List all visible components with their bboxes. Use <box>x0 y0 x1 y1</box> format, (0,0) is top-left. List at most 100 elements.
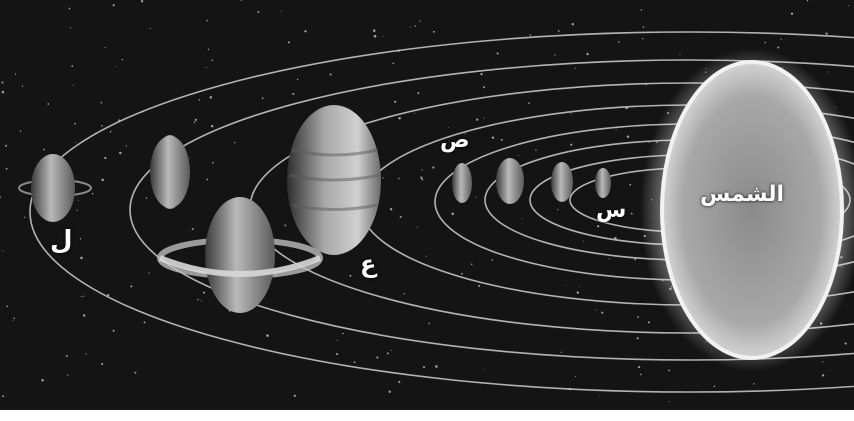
star <box>417 92 420 95</box>
star <box>608 258 611 260</box>
star <box>115 66 117 68</box>
planet-ain-bands <box>288 148 381 211</box>
planet-saturn-ring-front <box>158 255 322 277</box>
bottom-border <box>0 410 854 421</box>
star <box>634 258 637 261</box>
star <box>491 136 495 139</box>
star <box>6 305 9 308</box>
star <box>825 32 828 35</box>
star <box>79 238 82 240</box>
star <box>12 320 14 322</box>
star <box>240 0 243 1</box>
star <box>642 26 645 28</box>
star <box>41 379 44 382</box>
star <box>296 78 299 81</box>
star <box>266 334 269 337</box>
star <box>206 19 208 22</box>
star <box>287 41 291 44</box>
star <box>432 30 435 33</box>
star <box>599 396 601 397</box>
star <box>47 103 50 105</box>
star <box>284 224 287 227</box>
star <box>80 256 83 260</box>
star <box>212 161 214 164</box>
star <box>14 73 17 75</box>
star <box>435 365 438 368</box>
star <box>101 363 104 366</box>
star <box>329 73 332 76</box>
star <box>806 0 809 2</box>
star <box>432 166 435 169</box>
star <box>640 9 643 11</box>
star <box>586 52 589 56</box>
star <box>67 374 69 376</box>
star <box>21 85 24 87</box>
star <box>827 71 829 73</box>
star <box>23 216 26 219</box>
star <box>448 127 449 128</box>
star <box>420 176 423 179</box>
star <box>491 259 494 261</box>
star <box>451 212 454 216</box>
planet-uranus <box>150 136 190 208</box>
planet-s-label: س <box>596 198 627 223</box>
star <box>43 148 45 151</box>
star <box>336 353 339 356</box>
star <box>74 122 76 125</box>
star <box>72 84 74 86</box>
planet-saturn <box>205 197 275 313</box>
star <box>75 142 77 144</box>
star <box>636 337 639 340</box>
star <box>292 92 295 95</box>
star <box>679 53 681 55</box>
star <box>398 177 400 180</box>
star <box>5 167 8 170</box>
star <box>210 124 214 128</box>
star <box>82 295 84 297</box>
star <box>257 10 260 13</box>
star <box>390 350 392 352</box>
star <box>382 36 384 37</box>
star <box>125 145 128 147</box>
star <box>85 353 87 355</box>
star <box>209 96 213 99</box>
star <box>121 58 124 61</box>
star <box>119 151 122 155</box>
star <box>101 125 103 127</box>
star <box>149 28 151 30</box>
star <box>261 97 264 100</box>
star <box>535 149 537 151</box>
star <box>203 291 205 294</box>
star <box>13 317 15 320</box>
star <box>80 296 82 298</box>
star <box>629 183 632 186</box>
star <box>642 38 644 40</box>
star <box>148 272 150 274</box>
star <box>425 255 427 257</box>
star <box>464 133 466 135</box>
star <box>388 390 391 393</box>
star <box>578 285 580 287</box>
star <box>198 99 201 101</box>
star <box>780 38 782 40</box>
star <box>576 291 580 294</box>
planet-sad-label: ص <box>440 128 470 153</box>
star <box>461 273 463 275</box>
star <box>342 332 344 335</box>
star <box>19 130 22 132</box>
star <box>71 65 74 67</box>
star <box>130 285 133 288</box>
star <box>496 52 499 55</box>
star <box>1 81 4 84</box>
star <box>753 383 755 385</box>
star <box>194 118 197 122</box>
star <box>304 30 307 33</box>
star <box>389 208 393 211</box>
star <box>2 395 5 398</box>
star <box>197 299 199 301</box>
star <box>571 23 574 26</box>
star <box>211 59 214 62</box>
planet-sad <box>452 163 472 203</box>
star <box>234 142 236 144</box>
